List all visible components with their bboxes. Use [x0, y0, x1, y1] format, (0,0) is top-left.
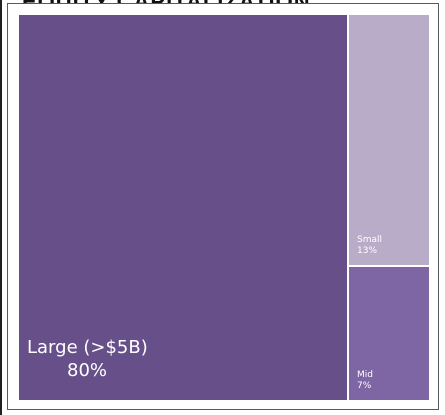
treemap-cell-value: 7% — [357, 380, 372, 391]
treemap-cell-large-5b: Large (>$5B) 80% — [18, 14, 348, 401]
treemap-cell-label: Small 13% — [357, 235, 382, 258]
treemap-cell-label: Mid 7% — [357, 370, 373, 393]
treemap-cell-name: Large (>$5B) — [27, 337, 148, 358]
treemap-cell-label: Large (>$5B) 80% — [27, 337, 148, 382]
left-border-rule — [0, 0, 2, 415]
treemap-cell-mid: Mid 7% — [348, 266, 430, 401]
treemap-cell-value: 13% — [357, 245, 378, 256]
treemap-cell-name: Mid — [357, 369, 373, 380]
treemap-chart: Large (>$5B) 80% Small 13% Mid 7% — [7, 3, 439, 410]
treemap-cell-small: Small 13% — [348, 14, 430, 266]
treemap-cell-name: Small — [357, 234, 382, 245]
treemap-cell-value: 80% — [67, 359, 108, 381]
